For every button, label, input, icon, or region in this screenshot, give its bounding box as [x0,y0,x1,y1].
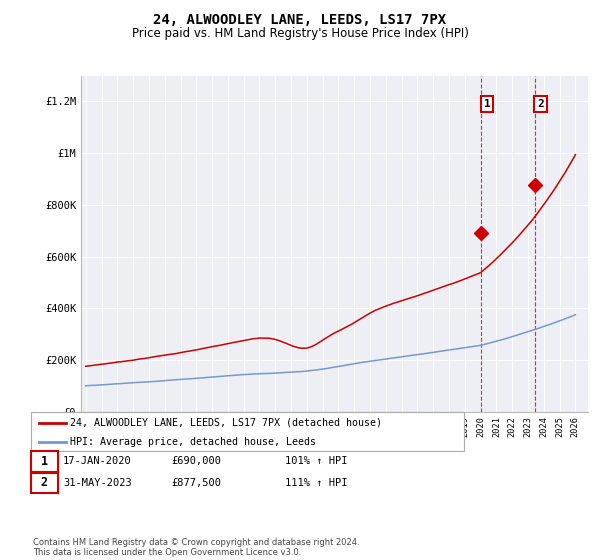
Text: 1: 1 [484,99,490,109]
Text: Contains HM Land Registry data © Crown copyright and database right 2024.
This d: Contains HM Land Registry data © Crown c… [33,538,359,557]
Text: 24, ALWOODLEY LANE, LEEDS, LS17 7PX (detached house): 24, ALWOODLEY LANE, LEEDS, LS17 7PX (det… [70,418,382,428]
Text: Price paid vs. HM Land Registry's House Price Index (HPI): Price paid vs. HM Land Registry's House … [131,27,469,40]
Text: HPI: Average price, detached house, Leeds: HPI: Average price, detached house, Leed… [70,437,316,447]
Text: 17-JAN-2020: 17-JAN-2020 [63,456,132,466]
Text: 2: 2 [41,476,48,489]
Text: 2: 2 [537,99,544,109]
Text: 1: 1 [41,455,48,468]
Text: 101% ↑ HPI: 101% ↑ HPI [285,456,347,466]
Text: 111% ↑ HPI: 111% ↑ HPI [285,478,347,488]
Text: 24, ALWOODLEY LANE, LEEDS, LS17 7PX: 24, ALWOODLEY LANE, LEEDS, LS17 7PX [154,13,446,27]
Text: £877,500: £877,500 [171,478,221,488]
Text: £690,000: £690,000 [171,456,221,466]
Text: 31-MAY-2023: 31-MAY-2023 [63,478,132,488]
